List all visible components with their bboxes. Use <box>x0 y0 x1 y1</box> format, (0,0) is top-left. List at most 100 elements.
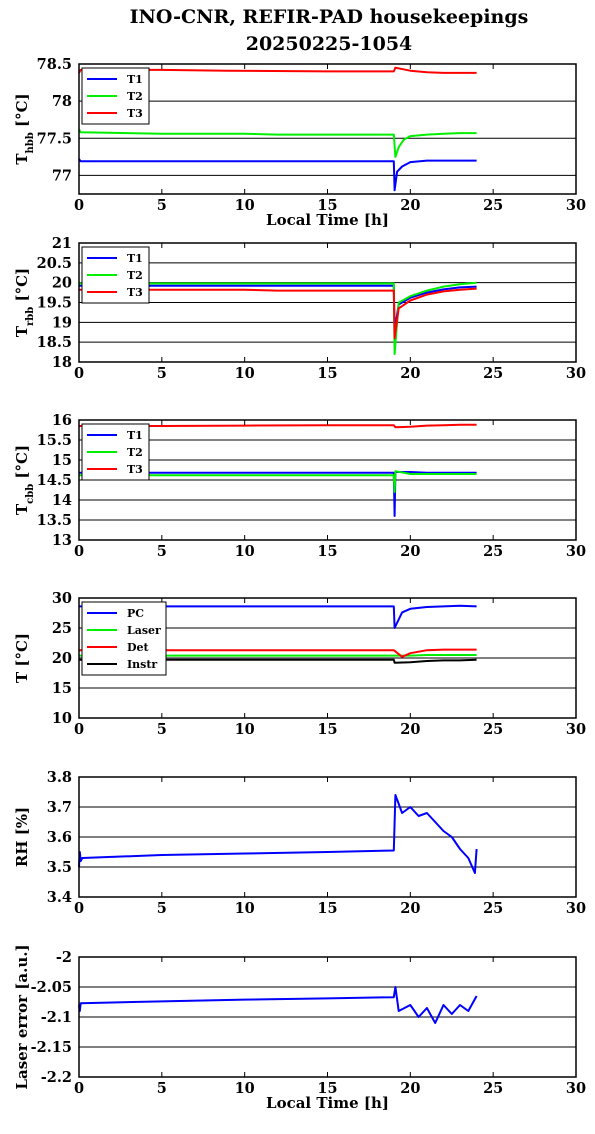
x-tick-label: 10 <box>235 197 255 214</box>
series-line-pc <box>79 604 477 629</box>
x-tick-label: 5 <box>157 721 167 738</box>
x-tick-label: 15 <box>317 365 337 382</box>
x-tick-label: 20 <box>400 543 420 560</box>
y-tick-label: 14.5 <box>37 472 72 489</box>
y-tick-label: 16 <box>52 412 72 429</box>
y-tick-label: 30 <box>52 590 72 607</box>
y-tick-label: 13 <box>52 532 72 549</box>
panel-6: 0 5 10 15 20 25 30 -2.2 -2.15 -2.1 -2.05 -2 Laser er… <box>13 944 586 1112</box>
legend-label: T3 <box>127 463 143 476</box>
x-tick-label: 30 <box>566 1080 586 1097</box>
y-tick-label: 18 <box>52 354 72 371</box>
y-axis-label: Tcbb [°C] <box>13 445 36 515</box>
y-tick-label: 21 <box>52 235 72 252</box>
x-tick-label: 10 <box>235 721 255 738</box>
series-line-t1 <box>78 158 477 192</box>
x-tick-label: 0 <box>74 365 84 382</box>
y-tick-label: 3.7 <box>47 799 72 816</box>
x-tick-label: 25 <box>483 543 503 560</box>
y-tick-label: 3.4 <box>47 889 72 906</box>
y-axis-label: Trbb [°C] <box>13 268 36 337</box>
x-tick-label: 25 <box>483 365 503 382</box>
legend: T1 T2 T3 <box>81 67 150 125</box>
y-tick-label: 15 <box>52 452 72 469</box>
x-tick-label: 10 <box>235 543 255 560</box>
y-tick-label: 19 <box>52 314 72 331</box>
x-tick-label: 30 <box>566 197 586 214</box>
x-tick-label: 20 <box>400 365 420 382</box>
x-tick-label: 0 <box>74 1080 84 1097</box>
x-tick-label: 10 <box>235 1080 255 1097</box>
plot-frame <box>78 63 577 195</box>
chart-title-line1: INO-CNR, REFIR-PAD housekeepings <box>130 6 529 28</box>
y-tick-label: 3.8 <box>47 769 72 786</box>
y-tick-label: -2.05 <box>31 979 72 996</box>
x-tick-label: 30 <box>566 900 586 917</box>
series-line-instr <box>79 658 477 664</box>
y-axis-label: Thbb [°C] <box>13 93 36 164</box>
y-tick-label: 20.5 <box>37 255 72 272</box>
legend-label: Det <box>127 641 150 654</box>
x-tick-label: 30 <box>566 543 586 560</box>
x-tick-label: 5 <box>157 1080 167 1097</box>
x-tick-label: 0 <box>74 721 84 738</box>
series-line-det <box>79 648 477 658</box>
series-line-t2 <box>79 470 477 493</box>
y-tick-label: 14 <box>52 492 72 509</box>
legend-label: T1 <box>127 429 143 442</box>
x-tick-label: 5 <box>157 365 167 382</box>
panel-5: 0 5 10 15 20 25 30 3.4 3.5 3.6 3.7 3.8 RH [%] <box>13 769 586 917</box>
x-tick-label: 10 <box>235 365 255 382</box>
legend: T1 T2 T3 <box>81 246 150 304</box>
legend: PC Laser Det Instr <box>81 601 167 676</box>
x-tick-label: 25 <box>483 197 503 214</box>
legend-label: T1 <box>127 73 143 86</box>
y-tick-label: -2.15 <box>31 1039 72 1056</box>
x-tick-label: 15 <box>317 197 337 214</box>
x-tick-label: 0 <box>74 197 84 214</box>
y-tick-label: 78.5 <box>37 56 72 73</box>
x-axis-label: Local Time [h] <box>266 1094 389 1112</box>
legend-label: T2 <box>127 90 143 103</box>
x-tick-label: 20 <box>400 900 420 917</box>
panel-1: 0 5 10 15 20 25 30 77 77.5 78 78.5 Thbb [°C] Local T… <box>13 56 586 229</box>
x-tick-label: 30 <box>566 365 586 382</box>
legend-label: T3 <box>127 107 143 120</box>
y-tick-label: 20 <box>52 275 72 292</box>
y-tick-label: 77.5 <box>37 130 72 147</box>
x-tick-label: 25 <box>483 900 503 917</box>
y-tick-label: -2.1 <box>41 1009 72 1026</box>
legend-label: Instr <box>127 658 157 671</box>
x-tick-label: 25 <box>483 1080 503 1097</box>
panel-3: 0 5 10 15 20 25 30 13 13.5 14 14.5 15 15.5 16 Tcbb [°C… <box>13 412 586 560</box>
panel-2: 0 5 10 15 20 25 30 18 18.5 19 19.5 20 20.5 21 Trbb [°C… <box>13 235 586 382</box>
y-tick-label: 18.5 <box>37 334 72 351</box>
y-tick-label: 15.5 <box>37 432 72 449</box>
x-tick-label: 20 <box>400 721 420 738</box>
y-axis-label: T [°C] <box>13 633 31 683</box>
legend-label: Laser <box>127 624 161 637</box>
x-tick-label: 5 <box>157 543 167 560</box>
legend-label: T1 <box>127 252 143 265</box>
x-tick-label: 5 <box>157 900 167 917</box>
y-tick-label: 19.5 <box>37 295 72 312</box>
panels: 0 5 10 15 20 25 30 77 77.5 78 78.5 Thbb [°C] Local T… <box>13 56 586 1112</box>
x-tick-label: 15 <box>317 721 337 738</box>
series-line-data <box>78 794 478 874</box>
series-line-data <box>78 986 478 1024</box>
x-tick-label: 15 <box>317 543 337 560</box>
legend: T1 T2 T3 <box>81 423 150 481</box>
panel-4: 0 5 10 15 20 25 30 10 15 20 25 30 T [°C] PC Laser Det In… <box>13 590 586 738</box>
y-tick-label: 20 <box>52 650 72 667</box>
x-tick-label: 15 <box>317 900 337 917</box>
y-tick-label: 77 <box>52 167 72 184</box>
legend-label: T2 <box>127 269 143 282</box>
y-tick-label: 10 <box>52 710 72 727</box>
x-tick-label: 20 <box>400 197 420 214</box>
series-line-t1 <box>79 471 477 517</box>
y-axis-label: RH [%] <box>13 807 31 867</box>
y-tick-label: 3.6 <box>47 829 72 846</box>
y-tick-label: -2 <box>56 949 72 966</box>
x-tick-label: 30 <box>566 721 586 738</box>
